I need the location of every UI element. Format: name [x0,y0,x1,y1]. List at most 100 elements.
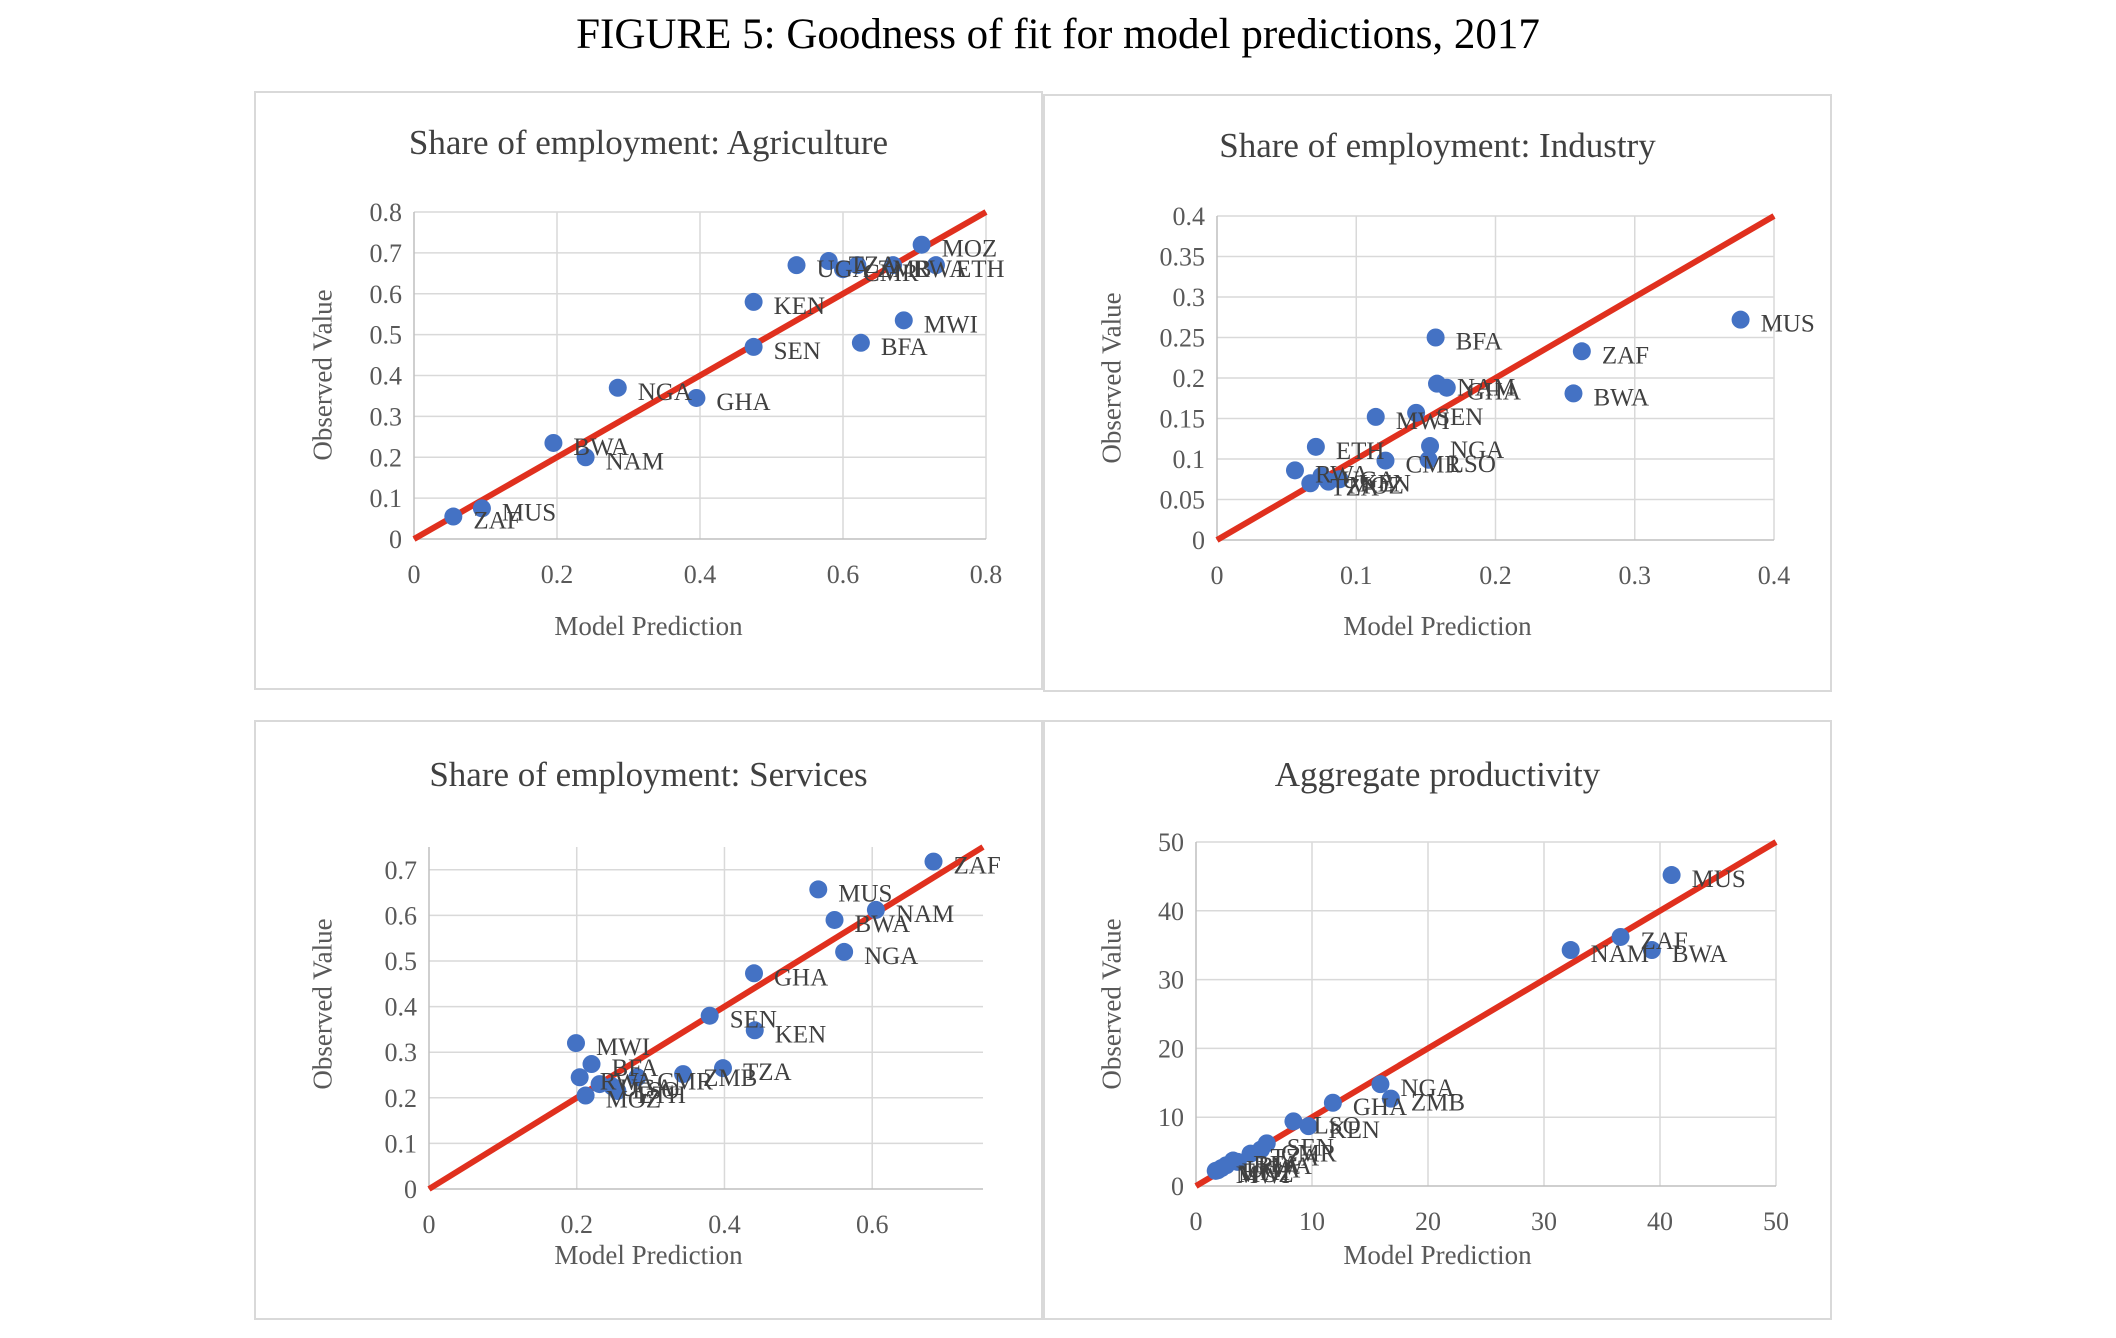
y-tick-label: 0.2 [370,443,403,472]
data-point [608,1081,627,1100]
point-label: NGA [864,943,918,970]
x-axis-label: Model Prediction [1343,611,1532,641]
y-tick-label: 0.6 [385,901,418,930]
data-point [1611,927,1630,946]
y-axis-label: Observed Value [1096,292,1127,464]
point-label: ZMB [1411,1090,1465,1117]
data-point [1419,450,1438,469]
point-label: BFA [881,334,928,361]
x-tick-label: 10 [1299,1207,1325,1236]
data-point [1366,407,1385,426]
point-label: RWA [1258,1153,1312,1180]
y-tick-label: 0.4 [370,362,403,391]
services-scatter-plot: 0 0.1 0.2 0.3 0.4 0.5 0.6 0.7 0 0.2 0.4 0.6 ZAF MUSNA… [385,844,1001,1239]
point-label: GHA [774,964,828,991]
data-point [674,1065,693,1084]
x-tick-label: 0 [1211,561,1224,590]
point-label: MOZ [942,236,998,263]
point-label: NAM [606,448,664,475]
data-point [924,852,943,871]
y-tick-label: 0.7 [385,856,418,885]
data-point [884,256,903,275]
chart-title: Share of employment: Industry [1219,126,1656,165]
chart-title: Share of employment: Agriculture [408,123,889,162]
data-point [1284,1112,1303,1131]
y-tick-label: 0.3 [1173,283,1206,312]
point-label: BWA [1593,384,1649,411]
y-tick-label: 0.05 [1160,486,1206,515]
data-point [744,292,763,311]
point-label: ETH [1242,1159,1291,1186]
y-tick-label: 0.2 [1173,364,1206,393]
point-label: SEN [1287,1134,1334,1161]
point-label: MUS [1761,311,1815,338]
y-axis-label: Observed Value [307,918,338,1090]
x-tick-label: 0.3 [1619,561,1652,590]
point-label: MUS [502,499,556,526]
y-tick-label: 0.1 [370,484,403,513]
point-label: BFA [1253,1152,1300,1179]
y-tick-label: 0.5 [370,321,403,350]
point-label: SEN [774,338,821,365]
point-label: BWA [573,434,629,461]
agriculture-chart-panel: Share of employment: Agriculture 0 0.1 0.2… [254,91,1043,690]
data-point [825,910,844,929]
data-point [576,1086,595,1105]
y-tick-label: 0 [1171,1172,1184,1201]
y-tick-label: 0.35 [1160,243,1206,272]
point-label: MOZ [1238,1161,1294,1188]
point-label: NAM [1457,375,1515,402]
point-label: KEN [775,1021,826,1048]
data-point [1285,461,1304,480]
data-point [1301,474,1320,493]
y-tick-label: 0.15 [1160,405,1206,434]
data-point [744,337,763,356]
point-label: ZAF [1602,342,1649,369]
point-label: UGA [620,1075,674,1102]
x-axis-label: Model Prediction [554,1240,743,1270]
data-point [894,311,913,330]
data-point [819,252,838,271]
point-label: RWA [1315,461,1369,488]
x-tick-label: 0.8 [970,560,1003,589]
point-label: KEN [774,293,825,320]
chart-title: Aggregate productivity [1274,755,1601,794]
data-point [1381,1089,1400,1108]
y-tick-label: 0.4 [385,993,418,1022]
x-tick-label: 0.4 [708,1210,741,1239]
x-tick-label: 0.1 [1340,561,1373,590]
y-axis-label: Observed Value [1096,918,1127,1090]
point-label: LSO [632,1077,679,1104]
point-label: TZA [849,252,898,279]
x-tick-label: 0.2 [1479,561,1512,590]
y-tick-label: 0.1 [385,1129,418,1158]
y-axis-label: Observed Value [307,289,338,461]
point-label: GHA [1467,379,1521,406]
y-tick-label: 30 [1158,966,1184,995]
data-point [1241,1144,1260,1163]
point-label: TZA [1330,474,1379,501]
data-point [582,1055,601,1074]
data-point [1306,437,1325,456]
x-axis-label: Model Prediction [1343,1240,1532,1270]
data-point [700,1006,719,1025]
data-point [866,900,885,919]
x-tick-label: 0 [408,560,421,589]
point-label: NGA [638,379,692,406]
data-point [570,1068,589,1087]
x-tick-label: 50 [1763,1207,1789,1236]
y-tick-label: 50 [1158,828,1184,857]
point-label: GHA [1353,1094,1407,1121]
point-label: SEN [730,1007,777,1034]
point-label: ETH [1336,438,1385,465]
data-point [745,1021,764,1040]
data-point [1561,941,1580,960]
point-label: RWA [600,1068,654,1095]
point-label: NGA [1450,437,1504,464]
x-tick-label: 0.6 [827,560,860,589]
point-label: ZMB [877,256,931,283]
x-tick-label: 0.4 [1758,561,1791,590]
data-point [787,256,806,275]
point-label: TZA [1271,1145,1320,1172]
